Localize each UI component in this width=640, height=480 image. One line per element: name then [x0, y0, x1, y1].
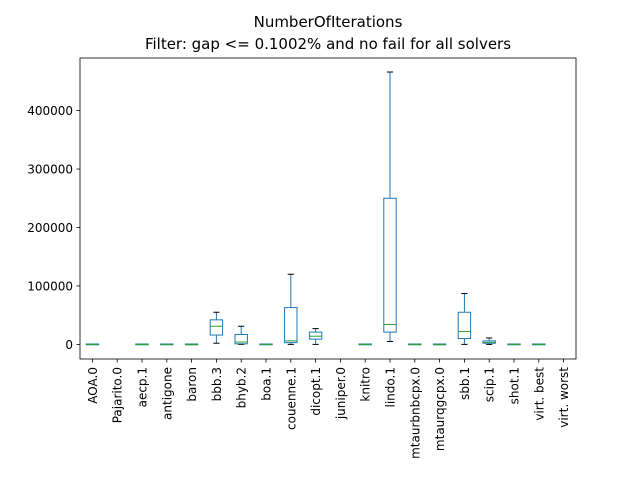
x-tick-label-dicopt-1: dicopt.1	[309, 367, 323, 416]
x-tick-label-couenne-1: couenne.1	[284, 367, 298, 430]
box-bhyb-2	[234, 333, 248, 345]
x-tick-label-shot-1: shot.1	[508, 367, 522, 404]
y-tick-label-100000: 100000	[27, 279, 73, 293]
x-tick-label-virt-worst: virt. worst	[557, 367, 571, 428]
y-tick-label-0: 0	[65, 338, 73, 352]
y-tick-label-200000: 200000	[27, 221, 73, 235]
x-tick-label-baron: baron	[185, 367, 199, 402]
box-bbb-3	[209, 319, 224, 336]
box-sbb-1	[457, 311, 472, 340]
box-lindo-1	[383, 197, 397, 333]
x-tick-label-mtaurbnbcpx-0: mtaurbnbcpx.0	[408, 367, 422, 459]
box-dicopt-1	[308, 331, 323, 340]
box-couenne-1	[284, 307, 298, 344]
x-tick-label-boa-1: boa.1	[260, 367, 274, 401]
x-tick-label-mtaurqgcpx-0: mtaurqgcpx.0	[433, 367, 447, 451]
x-tick-label-scip-1: scip.1	[483, 367, 497, 402]
x-tick-label-knitro: knitro	[359, 367, 373, 402]
x-tick-label-aoa-0: AOA.0	[86, 367, 100, 404]
chart-title: NumberOfIterations	[254, 13, 403, 31]
x-tick-label-lindo-1: lindo.1	[384, 367, 398, 407]
axes-frame	[79, 57, 577, 360]
x-tick-label-sbb-1: sbb.1	[458, 367, 472, 400]
x-tick-label-bbb-3: bbb.3	[210, 367, 224, 401]
x-tick-label-bhyb-2: bhyb.2	[235, 367, 249, 408]
x-tick-label-pajarito-0: Pajarito.0	[111, 367, 125, 423]
x-tick-label-juniper-0: juniper.0	[334, 367, 348, 420]
y-tick-label-400000: 400000	[27, 104, 73, 118]
x-tick-label-aecp-1: aecp.1	[136, 367, 150, 407]
x-tick-label-antigone: antigone	[160, 367, 174, 420]
y-tick-label-300000: 300000	[27, 163, 73, 177]
x-tick-label-virt-best: virt. best	[532, 367, 546, 421]
chart-subtitle: Filter: gap <= 0.1002% and no fail for a…	[145, 35, 511, 53]
plot-area: 0 100000 200000 300000 400000 AOA.0 Pajarito.0…	[27, 57, 577, 459]
